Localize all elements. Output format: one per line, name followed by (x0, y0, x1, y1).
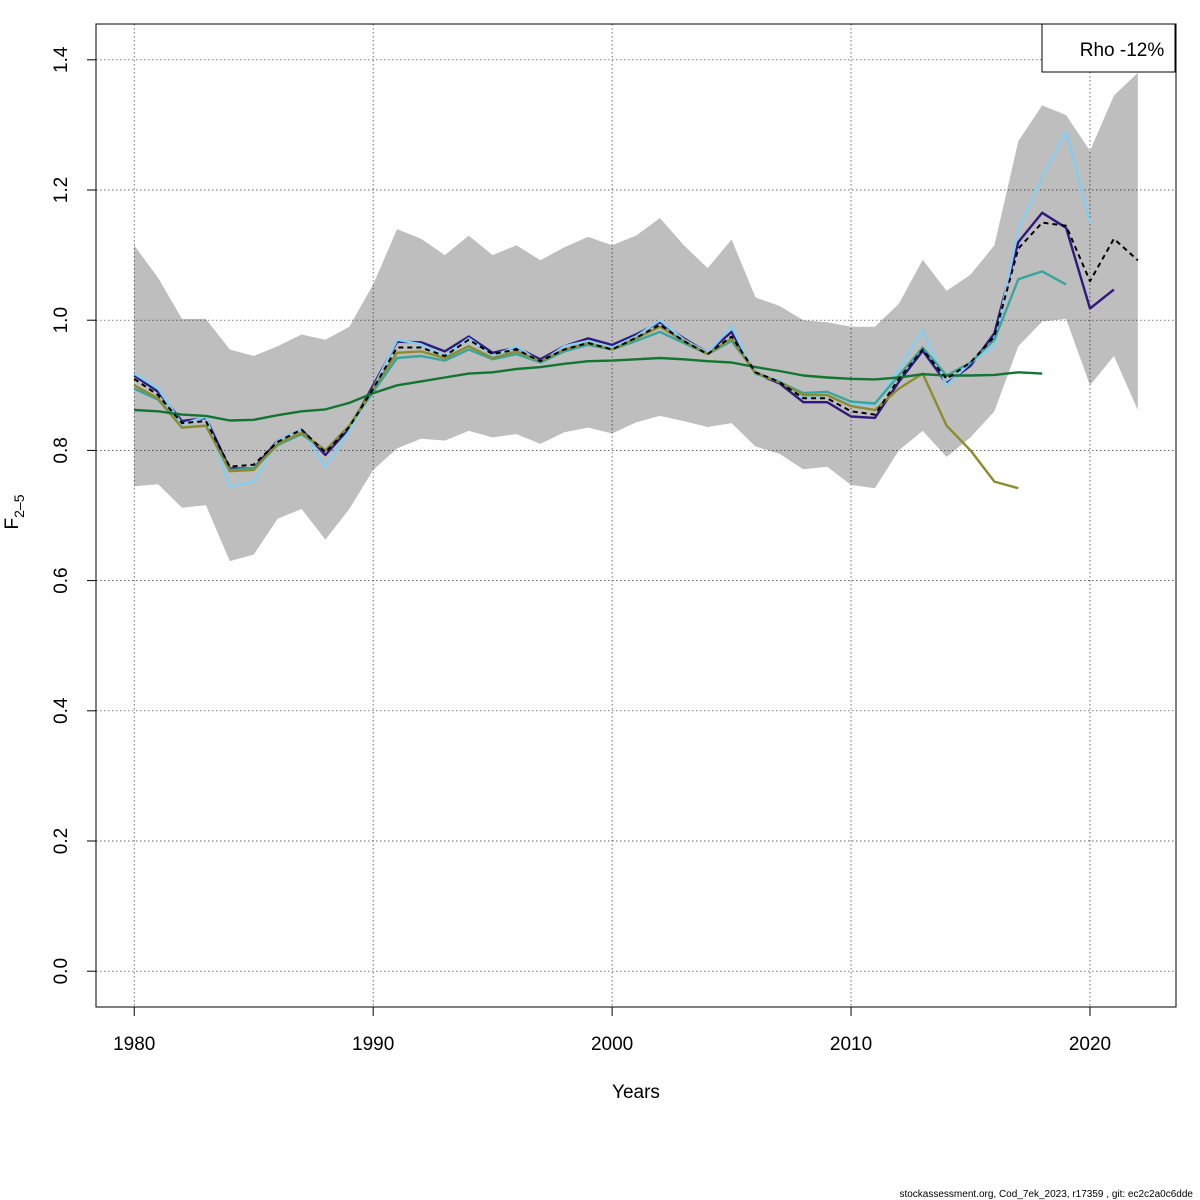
x-tick-label-2020: 2020 (1069, 1034, 1111, 1055)
y-axis-title-main: F (2, 518, 23, 530)
legend-box (1041, 23, 1176, 73)
y-tick-label-0.0: 0.0 (51, 958, 72, 984)
legend: Rho -12% (1041, 23, 1176, 73)
legend-text: Rho -12% (1080, 40, 1165, 61)
y-tick-label-0.8: 0.8 (51, 437, 72, 463)
series-line-1 (133, 221, 1139, 468)
y-axis-title-subscript: 2–5 (11, 494, 27, 518)
y-tick-label-1.4: 1.4 (51, 46, 72, 73)
series-line-5 (133, 325, 1019, 490)
x-tick-label-2000: 2000 (591, 1034, 633, 1055)
series-line-6 (134, 356, 1043, 422)
x-tick-label-1990: 1990 (352, 1034, 394, 1055)
x-tick-label-1980: 1980 (113, 1034, 155, 1055)
plot-frame (95, 23, 1177, 1008)
x-tick-label-2010: 2010 (830, 1034, 872, 1055)
axes (95, 23, 1177, 1008)
y-axis: 0.0 0.2 0.4 0.6 0.8 1.0 1.2 1.4 (51, 46, 96, 984)
x-axis: 1980 1990 2000 2010 2020 (113, 1007, 1111, 1055)
y-axis-title: F2–5 (2, 494, 27, 529)
series-lines (133, 130, 1139, 490)
y-tick-label-1.2: 1.2 (51, 177, 72, 203)
confidence-band-layer (134, 72, 1138, 562)
x-axis-title: Years (612, 1082, 660, 1103)
y-tick-label-0.4: 0.4 (51, 697, 72, 724)
y-tick-label-1.0: 1.0 (51, 307, 72, 333)
y-tick-label-0.2: 0.2 (51, 828, 72, 854)
y-tick-label-0.6: 0.6 (51, 567, 72, 593)
confidence-band (134, 72, 1138, 562)
grid-lines (96, 24, 1176, 1007)
footer-text: stockassessment.org, Cod_7ek_2023, r1735… (899, 1189, 1193, 1200)
